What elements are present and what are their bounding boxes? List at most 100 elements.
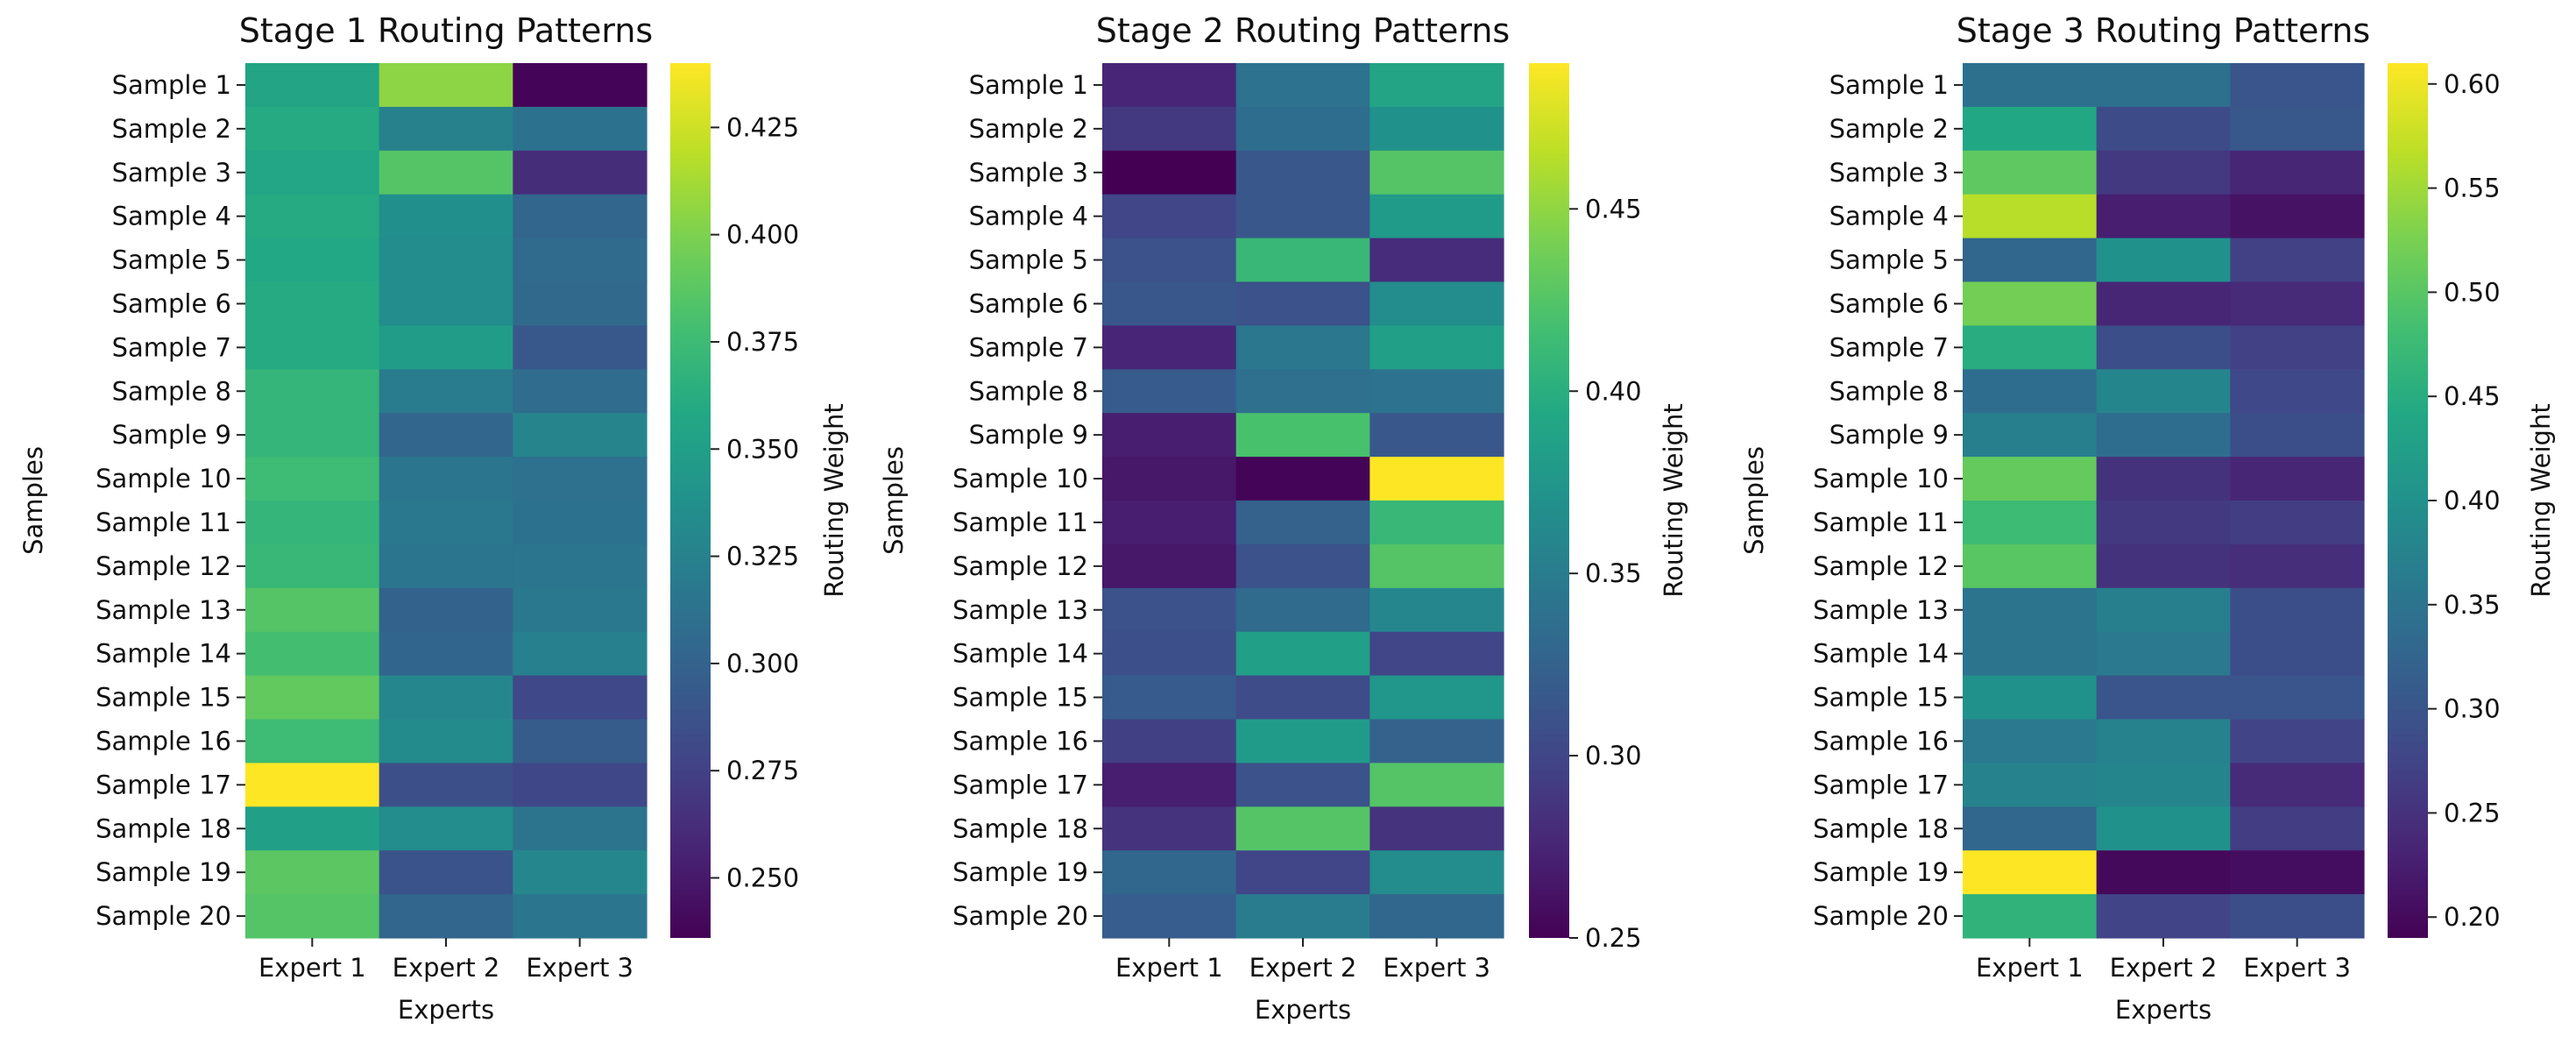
x-axis-label: Experts <box>398 995 494 1025</box>
x-tick-label: Expert 2 <box>1249 953 1357 983</box>
heatmap-cell <box>2230 719 2365 763</box>
heatmap-cell <box>1963 850 2098 895</box>
heatmap-cell <box>513 281 648 326</box>
heatmap-cell <box>1102 850 1237 895</box>
y-tick-label: Sample 8 <box>1829 376 1949 406</box>
y-tick-label: Sample 15 <box>952 683 1088 713</box>
y-tick-label: Sample 15 <box>1813 683 1949 713</box>
heatmap-cell <box>2230 501 2365 545</box>
heatmap-cell <box>245 281 380 326</box>
heatmap-cell <box>1369 675 1504 721</box>
y-tick-label: Sample 1 <box>1829 70 1949 100</box>
y-tick-label: Sample 18 <box>1813 813 1949 843</box>
heatmap-cell <box>1235 325 1370 370</box>
colorbar <box>1529 63 1569 938</box>
y-axis-label: Samples <box>879 446 909 555</box>
heatmap-cell <box>1963 369 2098 414</box>
y-tick-label: Sample 1 <box>112 70 231 100</box>
heatmap-cell <box>2230 763 2365 807</box>
heatmap-cell <box>513 63 648 108</box>
colorbar-tick-label: 0.425 <box>726 112 799 142</box>
heatmap-cell <box>2096 894 2231 939</box>
heatmap-cell <box>245 719 380 763</box>
heatmap-cell <box>2096 763 2231 807</box>
heatmap-cell <box>1235 719 1370 763</box>
heatmap-cell <box>379 850 513 895</box>
colorbar-tick-label: 0.275 <box>726 756 799 785</box>
heatmap-cell <box>2096 194 2231 239</box>
heatmap-cell <box>1102 369 1237 414</box>
heatmap-cell <box>1235 150 1370 195</box>
x-tick-label: Expert 2 <box>2110 953 2218 983</box>
heatmap-cell <box>513 194 648 239</box>
chart-title: Stage 3 Routing Patterns <box>1957 11 2370 50</box>
heatmap-cell <box>2230 369 2365 414</box>
heatmap-cell <box>2096 150 2231 195</box>
y-tick-label: Sample 9 <box>1829 420 1949 450</box>
heatmap-cell <box>245 894 380 939</box>
heatmap-cell <box>379 238 513 283</box>
heatmap-cell <box>1235 457 1370 501</box>
heatmap-cell <box>2096 850 2231 895</box>
heatmap-cell <box>2230 281 2365 326</box>
heatmap-cell <box>379 369 513 414</box>
heatmap-cell <box>2230 194 2365 239</box>
heatmap-cell <box>2096 806 2231 851</box>
heatmap-cell <box>513 457 648 501</box>
heatmap-cell <box>1235 763 1370 807</box>
y-tick-label: Sample 13 <box>96 595 231 625</box>
heatmap-cell <box>245 369 380 414</box>
heatmap-cell <box>1235 106 1370 152</box>
heatmap-cell <box>1963 631 2098 677</box>
heatmap-cell <box>1963 63 2098 108</box>
colorbar-tick-label: 0.300 <box>726 649 799 678</box>
colorbar-tick-label: 0.30 <box>1585 741 1642 770</box>
y-tick-label: Sample 16 <box>952 726 1088 756</box>
y-tick-label: Sample 20 <box>96 901 231 931</box>
heatmap-cell <box>2230 325 2365 370</box>
heatmap-cell <box>379 501 513 545</box>
y-tick-label: Sample 8 <box>112 376 231 406</box>
y-axis-label: Samples <box>1739 446 1769 555</box>
heatmap-cell <box>245 631 380 677</box>
x-tick-label: Expert 1 <box>258 953 366 983</box>
heatmap-cell <box>1235 63 1370 108</box>
y-tick-label: Sample 7 <box>969 332 1088 362</box>
heatmap-cell <box>1102 501 1237 545</box>
heatmap-cell <box>379 587 513 633</box>
y-tick-label: Sample 6 <box>112 288 231 318</box>
heatmap-cell <box>2230 894 2365 939</box>
heatmap-cell <box>1369 106 1504 152</box>
chart-title: Stage 2 Routing Patterns <box>1096 11 1510 50</box>
heatmap-cell <box>1369 63 1504 108</box>
heatmap-cell <box>1102 763 1237 807</box>
heatmap-cell <box>513 325 648 370</box>
colorbar-tick-label: 0.40 <box>1585 376 1642 406</box>
heatmap-cell <box>2096 106 2231 152</box>
y-tick-label: Sample 10 <box>96 464 231 494</box>
colorbar-tick-label: 0.35 <box>1585 558 1642 588</box>
heatmap-cell <box>1963 894 2098 939</box>
heatmap-cell <box>1102 281 1237 326</box>
heatmap-cell <box>245 457 380 501</box>
heatmap-cell <box>245 238 380 283</box>
heatmap-cell <box>1963 763 2098 807</box>
heatmap-cell <box>1102 543 1237 589</box>
heatmap-cell <box>1369 587 1504 633</box>
heatmap-cell <box>1102 587 1237 633</box>
heatmap-cell <box>1102 194 1237 239</box>
heatmap-cell <box>513 850 648 895</box>
heatmap-cell <box>379 894 513 939</box>
heatmap-cell <box>1102 675 1237 721</box>
heatmap-cell <box>2096 369 2231 414</box>
heatmap-cell <box>513 894 648 939</box>
y-tick-label: Sample 9 <box>112 420 231 450</box>
colorbar-tick-label: 0.250 <box>726 863 799 893</box>
y-tick-label: Sample 17 <box>952 770 1088 799</box>
heatmap-cell <box>1102 806 1237 851</box>
heatmap-cell <box>1369 238 1504 283</box>
stage-2-heatmap-panel: Stage 2 Routing Patterns Sample 1 Sample 2… <box>879 11 1688 1025</box>
heatmap-cell <box>1963 238 2098 283</box>
heatmap-cell <box>1369 894 1504 939</box>
heatmap-cell <box>1369 543 1504 589</box>
